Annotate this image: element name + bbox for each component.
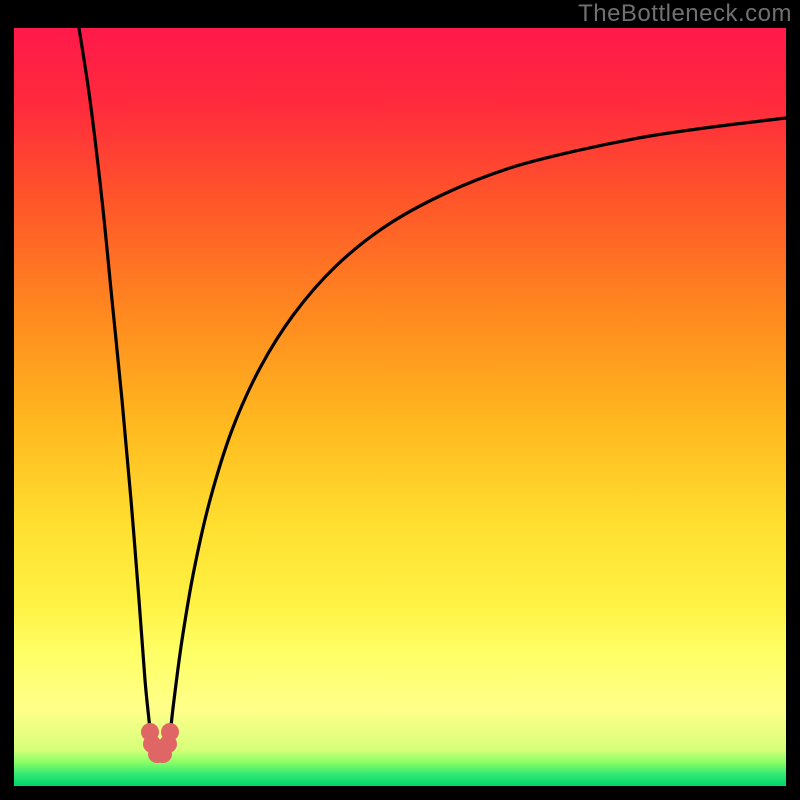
chart-svg xyxy=(0,0,800,800)
plot-panel xyxy=(14,28,786,786)
watermark-text: TheBottleneck.com xyxy=(578,0,792,28)
dip-marker-dot xyxy=(161,723,179,741)
